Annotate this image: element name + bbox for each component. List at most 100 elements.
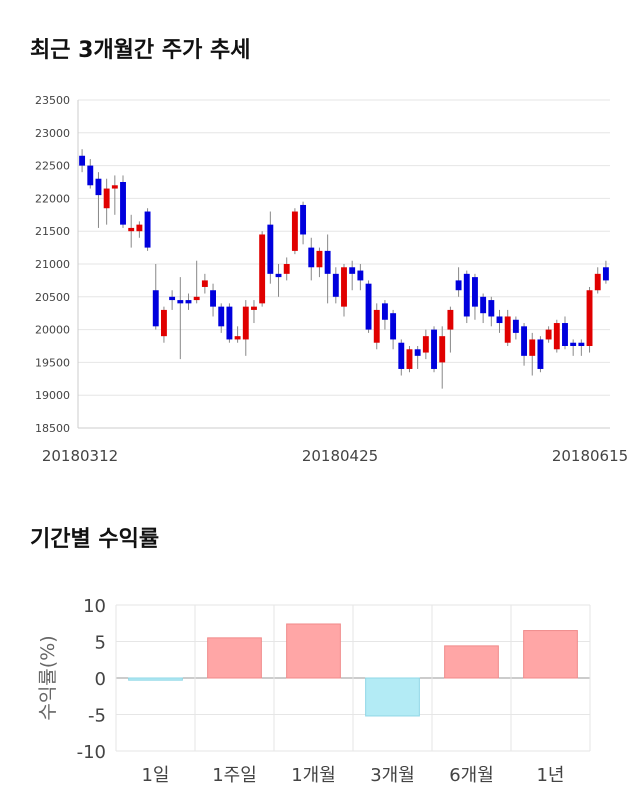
candle-body-up [128, 227, 135, 232]
stock-candlestick-chart: 18500 19000 19500 20000 20500 21000 21500 22000… [35, 94, 628, 465]
candle [234, 326, 241, 343]
stock-trend-title: 최근 3개월간 주가 추세 [30, 38, 251, 63]
candle-body-down [349, 267, 356, 274]
candle [431, 326, 437, 373]
candle-body-up [545, 329, 552, 340]
candle-body-down [275, 273, 282, 278]
candle [390, 309, 397, 350]
candle [545, 326, 552, 343]
candle [283, 257, 290, 281]
y-tick-label: 23500 [35, 94, 70, 107]
candle-body-down [169, 296, 176, 301]
candle [103, 178, 110, 225]
candle [586, 286, 593, 353]
candle [504, 309, 511, 346]
candle-body-down [144, 211, 151, 248]
candle-body-down [79, 155, 86, 166]
x-tick-label: 1개월 [291, 765, 336, 786]
candle [210, 283, 216, 317]
candle [201, 273, 208, 294]
candle-body-down [472, 277, 478, 307]
x-tick-label: 6개월 [449, 765, 494, 786]
candle [136, 221, 143, 238]
y-tick-label: 20500 [35, 291, 70, 304]
candle-body-up [160, 309, 167, 337]
candle-body-down [455, 280, 462, 291]
candle [594, 267, 601, 294]
candle-body-down [414, 349, 421, 356]
candle [316, 247, 323, 278]
candle-body-up [103, 188, 110, 209]
candle-body-up [251, 306, 257, 310]
candle-body-up [193, 296, 200, 301]
candle [226, 303, 233, 343]
candle [578, 339, 585, 356]
candle-body-down [357, 270, 364, 281]
period-return-title: 기간별 수익률 [30, 527, 160, 552]
candle [169, 290, 176, 310]
x-tick-label: 20180312 [42, 447, 118, 465]
candle-body-down [120, 182, 126, 225]
y-tick-label: 19000 [35, 389, 70, 402]
candle-body-down [496, 316, 503, 324]
y-axis-label: 수익률(%) [37, 635, 59, 720]
candle-body-down [512, 319, 519, 333]
candle [185, 293, 192, 310]
candle [488, 296, 495, 327]
candle-body-up [234, 336, 241, 340]
candle [365, 280, 372, 333]
candle-body-down [95, 178, 102, 196]
y-tick-label: 10 [83, 596, 106, 617]
candle [259, 231, 266, 307]
bar-positive [523, 630, 578, 679]
bar-positive [286, 623, 341, 679]
candle-body-up [201, 280, 208, 287]
candle-body-down [578, 342, 585, 346]
candle-body-down [177, 300, 184, 304]
candle-body-up [553, 323, 560, 350]
y-tick-label: 19500 [35, 356, 70, 369]
y-tick-label: 21000 [35, 258, 70, 271]
candle-body-down [537, 339, 544, 369]
candle [300, 201, 307, 245]
candle [177, 277, 184, 360]
candle-body-down [332, 273, 339, 297]
candle-body-down [570, 342, 577, 346]
candle-body-down [390, 313, 397, 340]
candle [87, 159, 94, 189]
candle [275, 264, 282, 297]
candle-body-up [111, 185, 118, 189]
candle [447, 306, 454, 353]
candle [349, 260, 356, 291]
candle-body-down [488, 300, 495, 317]
candle [398, 339, 405, 376]
candle [160, 306, 167, 343]
candle-body-up [406, 349, 413, 369]
candle [529, 332, 536, 376]
candle [79, 149, 86, 173]
candle [521, 323, 528, 366]
y-tick-label: 22500 [35, 160, 70, 173]
candle [472, 273, 478, 320]
candle-body-up [594, 273, 601, 291]
candle [111, 175, 118, 215]
bar-positive [207, 637, 262, 679]
candle-body-down [185, 300, 192, 304]
candle-body-up [373, 309, 380, 343]
candle [332, 267, 339, 304]
candle [373, 303, 380, 350]
candle-body-down [300, 204, 307, 235]
candle [267, 211, 274, 284]
candle [480, 293, 487, 324]
candle-body-up [136, 224, 143, 232]
candle [381, 300, 388, 330]
candle [324, 234, 331, 304]
candle [512, 316, 519, 340]
candle-body-up [447, 309, 454, 330]
candle [553, 319, 560, 353]
candle [537, 336, 544, 373]
candle-body-down [308, 247, 315, 268]
y-tick-label: 22000 [35, 192, 70, 205]
candle-body-down [521, 326, 528, 356]
candle-body-down [431, 329, 437, 369]
